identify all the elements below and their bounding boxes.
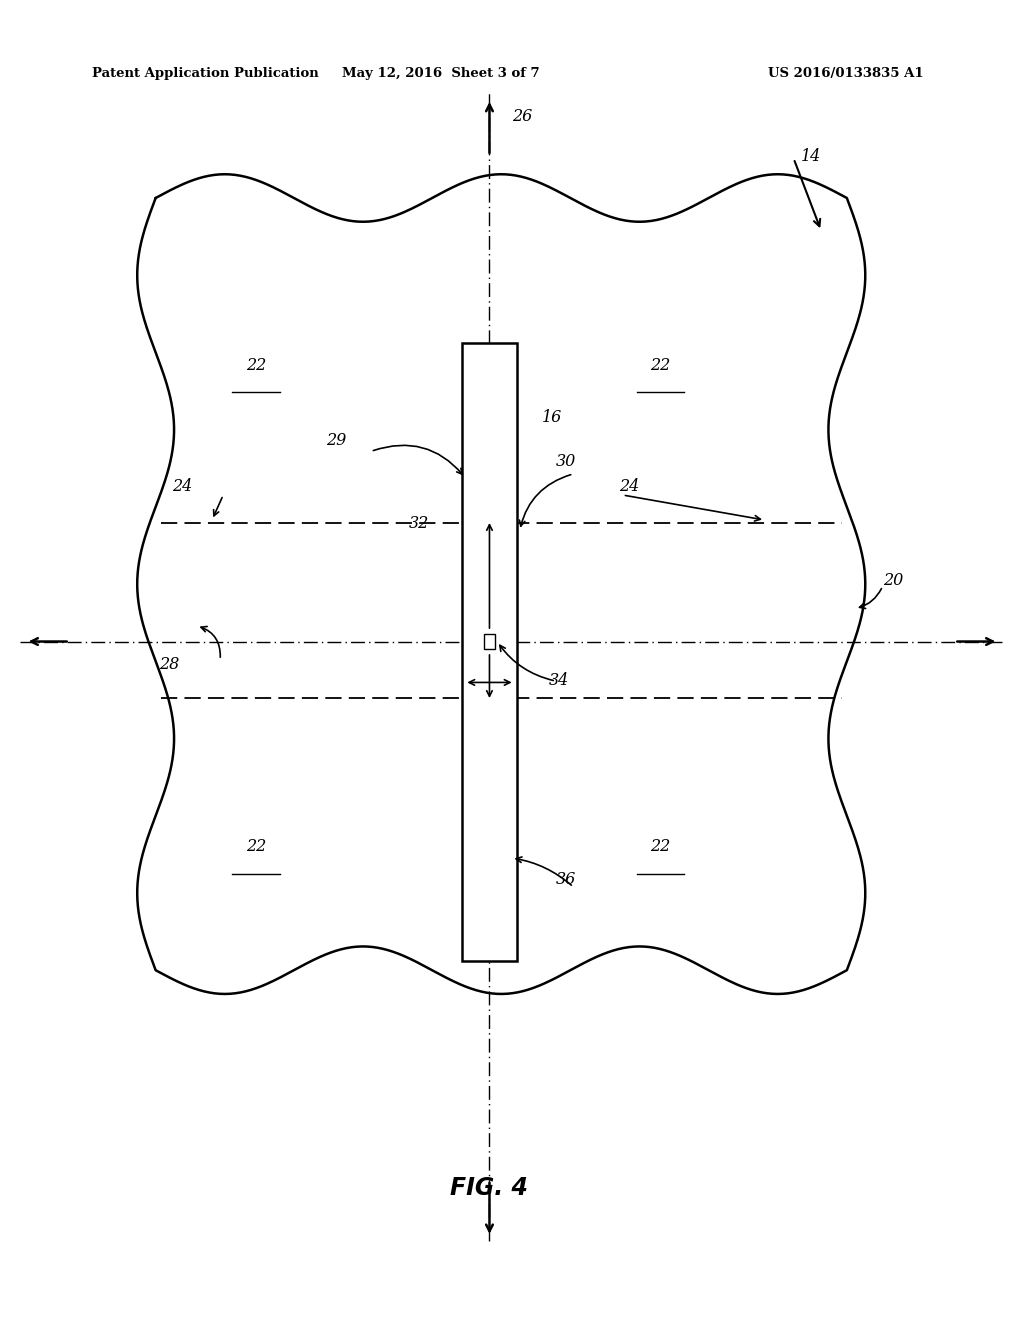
Text: 24: 24 xyxy=(620,478,640,495)
Text: US 2016/0133835 A1: US 2016/0133835 A1 xyxy=(768,67,924,81)
Text: 22: 22 xyxy=(650,838,671,855)
Text: 36: 36 xyxy=(556,871,577,888)
Text: 26: 26 xyxy=(512,108,532,125)
Bar xyxy=(462,343,516,961)
Text: 30: 30 xyxy=(556,453,577,470)
Text: 22: 22 xyxy=(650,356,671,374)
Text: May 12, 2016  Sheet 3 of 7: May 12, 2016 Sheet 3 of 7 xyxy=(342,67,539,81)
Text: 32: 32 xyxy=(409,515,429,532)
Text: 22: 22 xyxy=(246,356,266,374)
Text: 20: 20 xyxy=(883,572,903,589)
Text: Patent Application Publication: Patent Application Publication xyxy=(92,67,318,81)
Text: 24: 24 xyxy=(172,478,193,495)
Text: 34: 34 xyxy=(549,672,569,689)
Text: 29: 29 xyxy=(326,432,346,449)
Text: 16: 16 xyxy=(543,409,562,426)
Text: 22: 22 xyxy=(246,838,266,855)
Text: 28: 28 xyxy=(159,656,179,673)
Bar xyxy=(483,635,496,648)
Text: 14: 14 xyxy=(801,148,821,165)
Text: FIG. 4: FIG. 4 xyxy=(451,1176,528,1200)
